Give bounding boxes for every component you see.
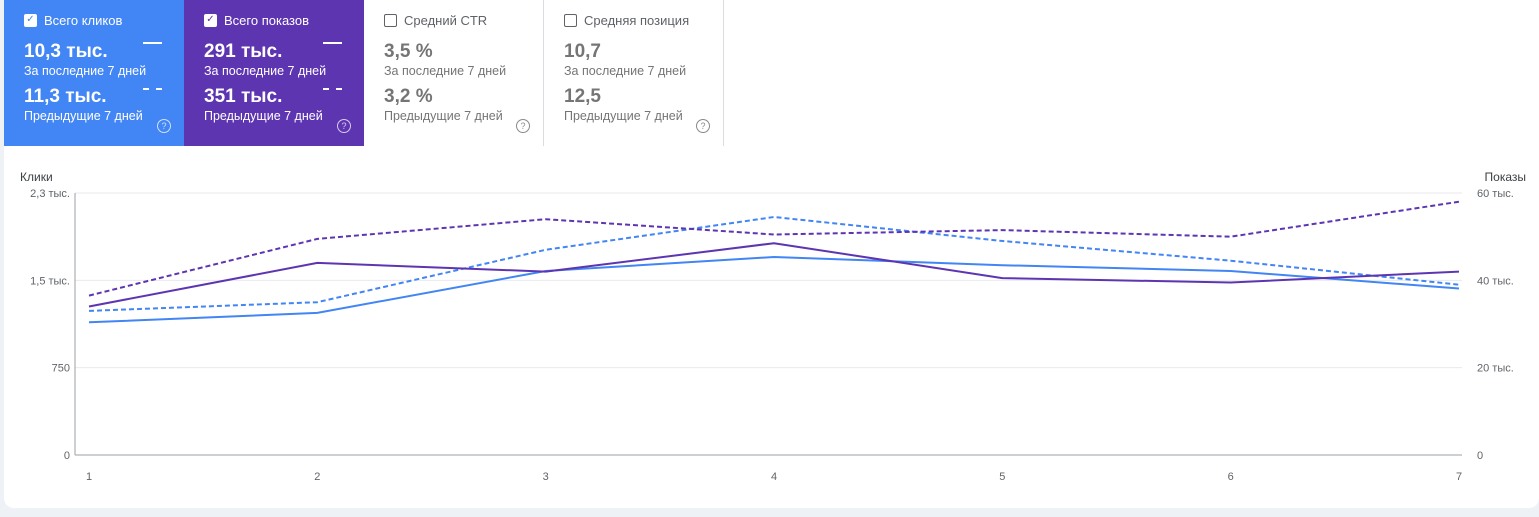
previous-period: Предыдущие 7 дней <box>384 109 503 123</box>
card-header: Средняя позиция <box>564 12 723 28</box>
checkbox-unchecked-icon[interactable] <box>384 13 397 27</box>
current-value: 10,7 <box>564 41 601 62</box>
current-period: За последние 7 дней <box>564 64 687 78</box>
left-tick-label: 750 <box>52 363 70 375</box>
card-header: ✓ Всего кликов <box>24 12 184 28</box>
previous-period: Предыдущие 7 дней <box>24 109 143 123</box>
right-axis-title: Показы <box>1484 170 1526 184</box>
help-icon[interactable]: ? <box>337 119 351 133</box>
x-tick-label: 3 <box>543 471 549 483</box>
left-tick-label: 0 <box>64 450 70 462</box>
checkbox-unchecked-icon[interactable] <box>564 13 577 27</box>
right-tick-label: 20 тыс. <box>1477 363 1514 375</box>
previous-value: 11,3 тыс. <box>24 86 107 107</box>
right-tick-label: 40 тыс. <box>1477 275 1514 287</box>
previous-period: Предыдущие 7 дней <box>564 109 683 123</box>
solid-line-legend-icon <box>323 42 342 44</box>
clicks-current-line <box>88 256 1460 324</box>
card-label: Средняя позиция <box>584 12 690 28</box>
right-tick-label: 0 <box>1477 450 1483 462</box>
left-tick-label: 1,5 тыс. <box>30 275 70 287</box>
card-header: Средний CTR <box>384 12 543 28</box>
help-icon[interactable]: ? <box>157 119 171 133</box>
current-period: За последние 7 дней <box>204 64 327 78</box>
card-header: ✓ Всего показов <box>204 12 364 28</box>
current-value: 10,3 тыс. <box>24 41 108 62</box>
current-value: 3,5 % <box>384 41 433 62</box>
dashed-line-legend-icon <box>323 88 342 90</box>
card-label: Средний CTR <box>404 12 488 28</box>
card-average-ctr[interactable]: Средний CTR 3,5 % За последние 7 дней 3,… <box>364 0 544 146</box>
checkbox-checked-icon[interactable]: ✓ <box>204 13 217 27</box>
help-icon[interactable]: ? <box>516 119 530 133</box>
clicks-previous-line <box>88 216 1460 312</box>
card-total-impressions[interactable]: ✓ Всего показов 291 тыс. За последние 7 … <box>184 0 364 146</box>
metric-cards: ✓ Всего кликов 10,3 тыс. За последние 7 … <box>4 0 724 146</box>
solid-line-legend-icon <box>143 42 162 44</box>
impressions-current-line <box>88 242 1460 308</box>
card-average-position[interactable]: Средняя позиция 10,7 За последние 7 дней… <box>544 0 724 146</box>
left-tick-label: 2,3 тыс. <box>30 188 70 200</box>
previous-period: Предыдущие 7 дней <box>204 109 323 123</box>
x-tick-label: 6 <box>1228 471 1234 483</box>
current-period: За последние 7 дней <box>24 64 147 78</box>
right-tick-label: 60 тыс. <box>1477 188 1514 200</box>
current-value: 291 тыс. <box>204 41 283 62</box>
card-label: Всего показов <box>224 12 309 28</box>
card-label: Всего кликов <box>44 12 123 28</box>
x-tick-label: 7 <box>1456 471 1462 483</box>
left-axis-title: Клики <box>20 170 53 184</box>
dashed-line-legend-icon <box>143 88 162 90</box>
x-tick-label: 2 <box>314 471 320 483</box>
x-tick-label: 1 <box>86 471 92 483</box>
previous-value: 3,2 % <box>384 86 433 107</box>
checkbox-checked-icon[interactable]: ✓ <box>24 13 37 27</box>
card-total-clicks[interactable]: ✓ Всего кликов 10,3 тыс. За последние 7 … <box>4 0 184 146</box>
help-icon[interactable]: ? <box>696 119 710 133</box>
previous-value: 12,5 <box>564 86 601 107</box>
current-period: За последние 7 дней <box>384 64 507 78</box>
previous-value: 351 тыс. <box>204 86 283 107</box>
impressions-previous-line <box>88 200 1460 297</box>
x-tick-label: 4 <box>771 471 777 483</box>
x-tick-label: 5 <box>999 471 1005 483</box>
